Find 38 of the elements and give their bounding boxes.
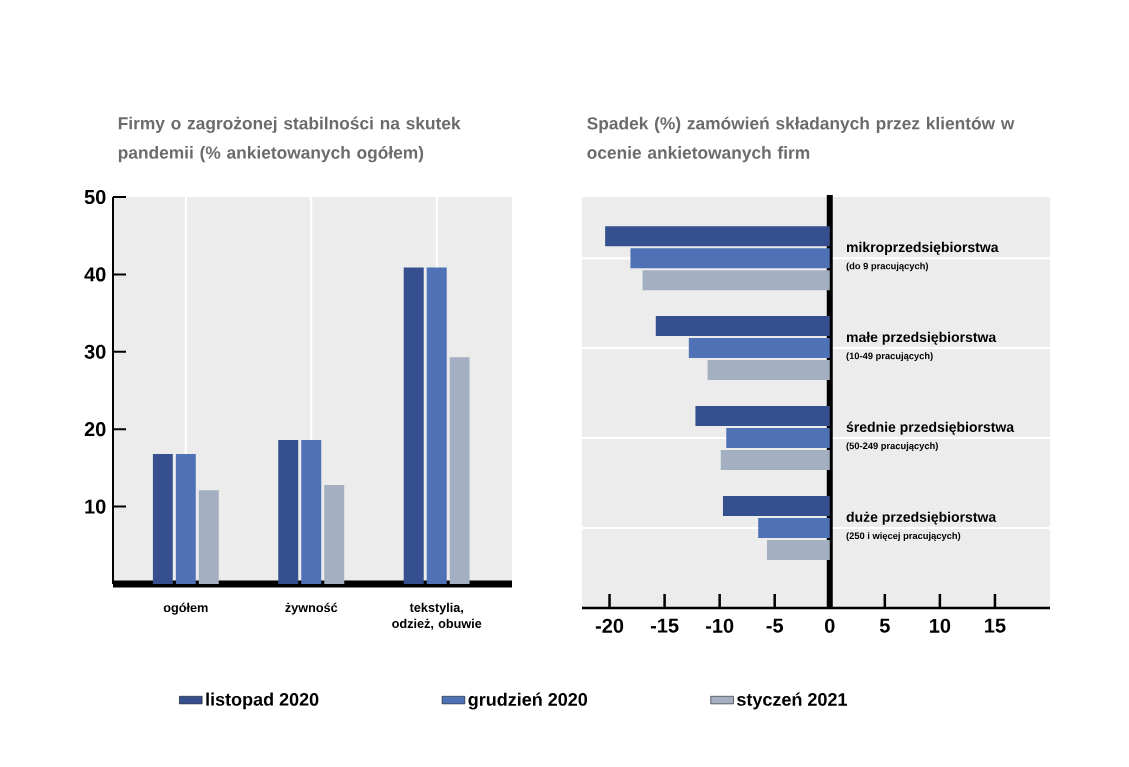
annotation: (10-49 pracujących): [846, 352, 933, 362]
x-tick-label: 15: [985, 618, 1006, 633]
chart-title: Spadek (%) zamówień składanych przez klientów w ocenie ankietowanych firm: [587, 116, 1015, 163]
chart-title: Firmy o zagrożonej stabilności na skutek pandemii (% ankietowanych ogółem): [118, 116, 461, 163]
y-tick-label: 10: [85, 499, 106, 514]
y-tick-label: 30: [84, 344, 106, 359]
annotation: (do 9 pracujących): [846, 262, 929, 272]
bar: [324, 484, 345, 584]
legend-label: listopad 2020: [206, 692, 319, 710]
bar: [278, 440, 299, 584]
x-tick-label: żywność: [285, 602, 338, 615]
y-tick-label: 40: [84, 267, 106, 282]
x-tick-label: -20: [595, 618, 624, 633]
annotation: (50-249 pracujących): [846, 442, 938, 451]
bar: [175, 453, 196, 584]
y-tick-label: średnie przedsiębiorstwa: [846, 421, 1015, 435]
x-tick-label: 5: [879, 618, 890, 633]
bar: [449, 357, 470, 584]
y-tick-label: mikroprzedsiębiorstwa: [846, 241, 999, 255]
y-tick-label: małe przedsiębiorstwa: [846, 331, 997, 345]
x-tick-label: 10: [930, 618, 951, 633]
legend-label: grudzień 2020: [468, 692, 588, 710]
y-tick-label: 50: [84, 189, 106, 205]
x-tick-label: 0: [825, 618, 835, 633]
x-tick-label: -5: [766, 618, 784, 633]
bar: [198, 490, 219, 584]
bar: [301, 440, 322, 584]
x-tick-label: ogółem: [163, 602, 208, 615]
bar: [426, 267, 447, 584]
annotation: (250 i więcej pracujących): [846, 532, 961, 541]
x-tick-label: -15: [650, 618, 679, 633]
bar: [152, 453, 173, 584]
y-tick-label: duże przedsiębiorstwa: [846, 511, 997, 525]
y-tick-label: 20: [84, 422, 106, 437]
x-tick-label: tekstylia, odzież, obuwie: [392, 602, 482, 630]
legend-label: styczeń 2021: [737, 692, 847, 710]
x-tick-label: -10: [705, 618, 734, 633]
bar: [403, 267, 424, 584]
